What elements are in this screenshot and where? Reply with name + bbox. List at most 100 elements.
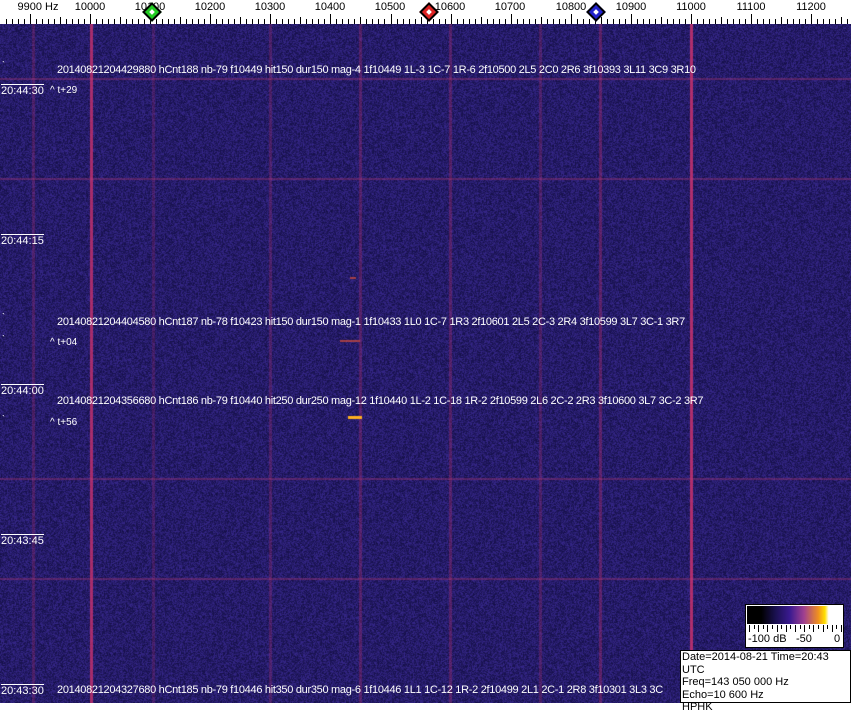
freq-label: 10700 <box>494 1 526 13</box>
axis-tick <box>360 17 361 24</box>
axis-tick <box>36 19 37 24</box>
axis-tick <box>775 19 776 24</box>
axis-tick <box>769 19 770 24</box>
freq-label: 11000 <box>676 1 706 13</box>
event-text: 20140821204429880 hCnt188 nb-79 f10449 h… <box>57 64 696 76</box>
colorbar-tick <box>776 625 778 632</box>
axis-tick <box>529 19 530 24</box>
axis-tick <box>366 19 367 24</box>
axis-tick <box>805 19 806 24</box>
time-label: 20:43:45 <box>1 534 44 547</box>
axis-tick <box>162 19 163 24</box>
axis-tick <box>138 19 139 24</box>
axis-tick <box>835 19 836 24</box>
event-offset: ^ t+04 <box>50 337 78 348</box>
freq-label: 10800 <box>555 1 587 13</box>
colorbar-tick <box>749 625 750 632</box>
axis-tick <box>703 19 704 24</box>
axis-tick <box>427 19 428 24</box>
axis-tick <box>655 19 656 24</box>
axis-tick <box>601 17 602 24</box>
axis-tick <box>607 19 608 24</box>
freq-label: 10300 <box>254 1 286 13</box>
axis-tick <box>30 14 31 24</box>
event-tick: ` <box>2 414 5 424</box>
axis-tick <box>571 14 572 24</box>
axis-tick <box>799 19 800 24</box>
axis-tick <box>751 14 752 24</box>
waterfall-spectrogram[interactable] <box>0 24 851 703</box>
axis-tick <box>210 14 211 24</box>
axis-tick <box>264 19 265 24</box>
colorbar-tick <box>804 625 806 632</box>
axis-tick <box>306 19 307 24</box>
axis-tick <box>745 19 746 24</box>
colorbar-tick <box>836 625 838 629</box>
axis-tick <box>312 19 313 24</box>
axis-tick <box>126 19 127 24</box>
axis-tick <box>559 19 560 24</box>
colorbar-tick <box>762 625 764 629</box>
axis-tick <box>727 19 728 24</box>
axis-tick <box>499 19 500 24</box>
axis-tick <box>697 19 698 24</box>
axis-tick <box>811 14 812 24</box>
event-tick: ` <box>2 60 5 70</box>
colorbar-tick <box>799 625 801 629</box>
axis-tick <box>204 19 205 24</box>
axis-tick <box>685 19 686 24</box>
time-label: 20:43:30 <box>1 684 44 697</box>
axis-tick <box>282 19 283 24</box>
event-tick: ` <box>2 312 5 322</box>
colorbar-tick <box>795 625 796 632</box>
axis-tick <box>511 14 512 24</box>
event-text: 20140821204404580 hCnt187 nb-78 f10423 h… <box>57 316 685 328</box>
axis-tick <box>829 19 830 24</box>
colorbar-legend: -100 dB -50 0 <box>745 604 844 648</box>
axis-tick <box>409 19 410 24</box>
axis-tick <box>378 19 379 24</box>
frequency-axis: 9900 Hz 10000 10100 10200 10300 10400 10… <box>0 0 851 24</box>
freq-label: 10500 <box>374 1 406 13</box>
colorbar-tick <box>827 625 829 629</box>
freq-label: 10400 <box>314 1 346 13</box>
axis-tick <box>276 19 277 24</box>
axis-tick <box>493 19 494 24</box>
axis-tick <box>541 17 542 24</box>
info-freq: Freq=143 050 000 Hz <box>682 676 789 688</box>
axis-tick <box>252 19 253 24</box>
axis-tick <box>763 19 764 24</box>
axis-tick <box>156 19 157 24</box>
axis-tick <box>336 19 337 24</box>
event-text: 20140821204356680 hCnt186 nb-79 f10440 h… <box>57 395 704 407</box>
axis-tick <box>174 19 175 24</box>
axis-tick <box>216 19 217 24</box>
axis-tick <box>415 19 416 24</box>
axis-tick <box>270 14 271 24</box>
freq-label: 10000 <box>74 1 106 13</box>
axis-tick <box>24 19 25 24</box>
axis-tick <box>342 19 343 24</box>
axis-tick <box>18 19 19 24</box>
time-label: 20:44:00 <box>1 384 44 397</box>
axis-tick <box>348 19 349 24</box>
colorbar-label: 0 <box>834 633 841 645</box>
freq-label: 11200 <box>796 1 826 13</box>
event-offset: ^ t+56 <box>50 417 78 428</box>
axis-tick <box>505 19 506 24</box>
info-box: Date=2014-08-21 Time=20:43 UTC Freq=143 … <box>680 650 851 713</box>
axis-tick <box>108 19 109 24</box>
axis-tick <box>114 19 115 24</box>
axis-tick <box>186 19 187 24</box>
axis-tick <box>457 19 458 24</box>
axis-tick <box>384 19 385 24</box>
freq-label: 10200 <box>194 1 226 13</box>
axis-tick <box>84 19 85 24</box>
colorbar-tick <box>818 625 819 629</box>
axis-tick <box>841 17 842 24</box>
axis-tick <box>847 19 848 24</box>
axis-tick <box>661 17 662 24</box>
colorbar-tick <box>781 625 783 629</box>
axis-tick <box>391 14 392 24</box>
axis-tick <box>48 19 49 24</box>
